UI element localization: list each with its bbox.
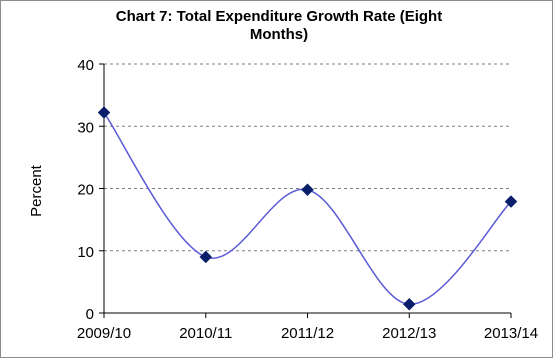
data-point-marker: [97, 106, 111, 119]
x-tick-label: 2012/13: [382, 325, 436, 342]
data-point-marker: [301, 183, 314, 197]
data-point-marker: [199, 250, 213, 264]
grid-lines: [104, 63, 511, 252]
axes: [99, 63, 512, 318]
x-tick-label: 2009/10: [77, 325, 131, 342]
x-tick-label: 2011/12: [281, 325, 334, 342]
x-tick-label: 2010/11: [179, 325, 232, 342]
y-axis-label: Percent: [28, 164, 45, 217]
chart-title-line-1: Chart 7: Total Expenditure Growth Rate (…: [116, 8, 442, 25]
data-point-marker: [504, 195, 518, 208]
x-tick-label: 2013/14: [484, 325, 538, 342]
series: [97, 106, 518, 311]
y-tick-label: 30: [77, 119, 94, 136]
chart-title-line-2: Months): [250, 26, 308, 43]
y-tick-label: 0: [86, 306, 94, 323]
y-tick-label: 10: [77, 244, 94, 261]
y-tick-label: 20: [77, 182, 94, 199]
y-tick-labels: 0 10 20 30 40: [77, 57, 94, 323]
y-tick-label: 40: [77, 57, 94, 74]
x-tick-labels: 2009/10 2010/11 2011/12 2012/13 2013/14: [77, 325, 538, 342]
data-point-marker: [402, 297, 416, 311]
series-line: [103, 112, 512, 306]
